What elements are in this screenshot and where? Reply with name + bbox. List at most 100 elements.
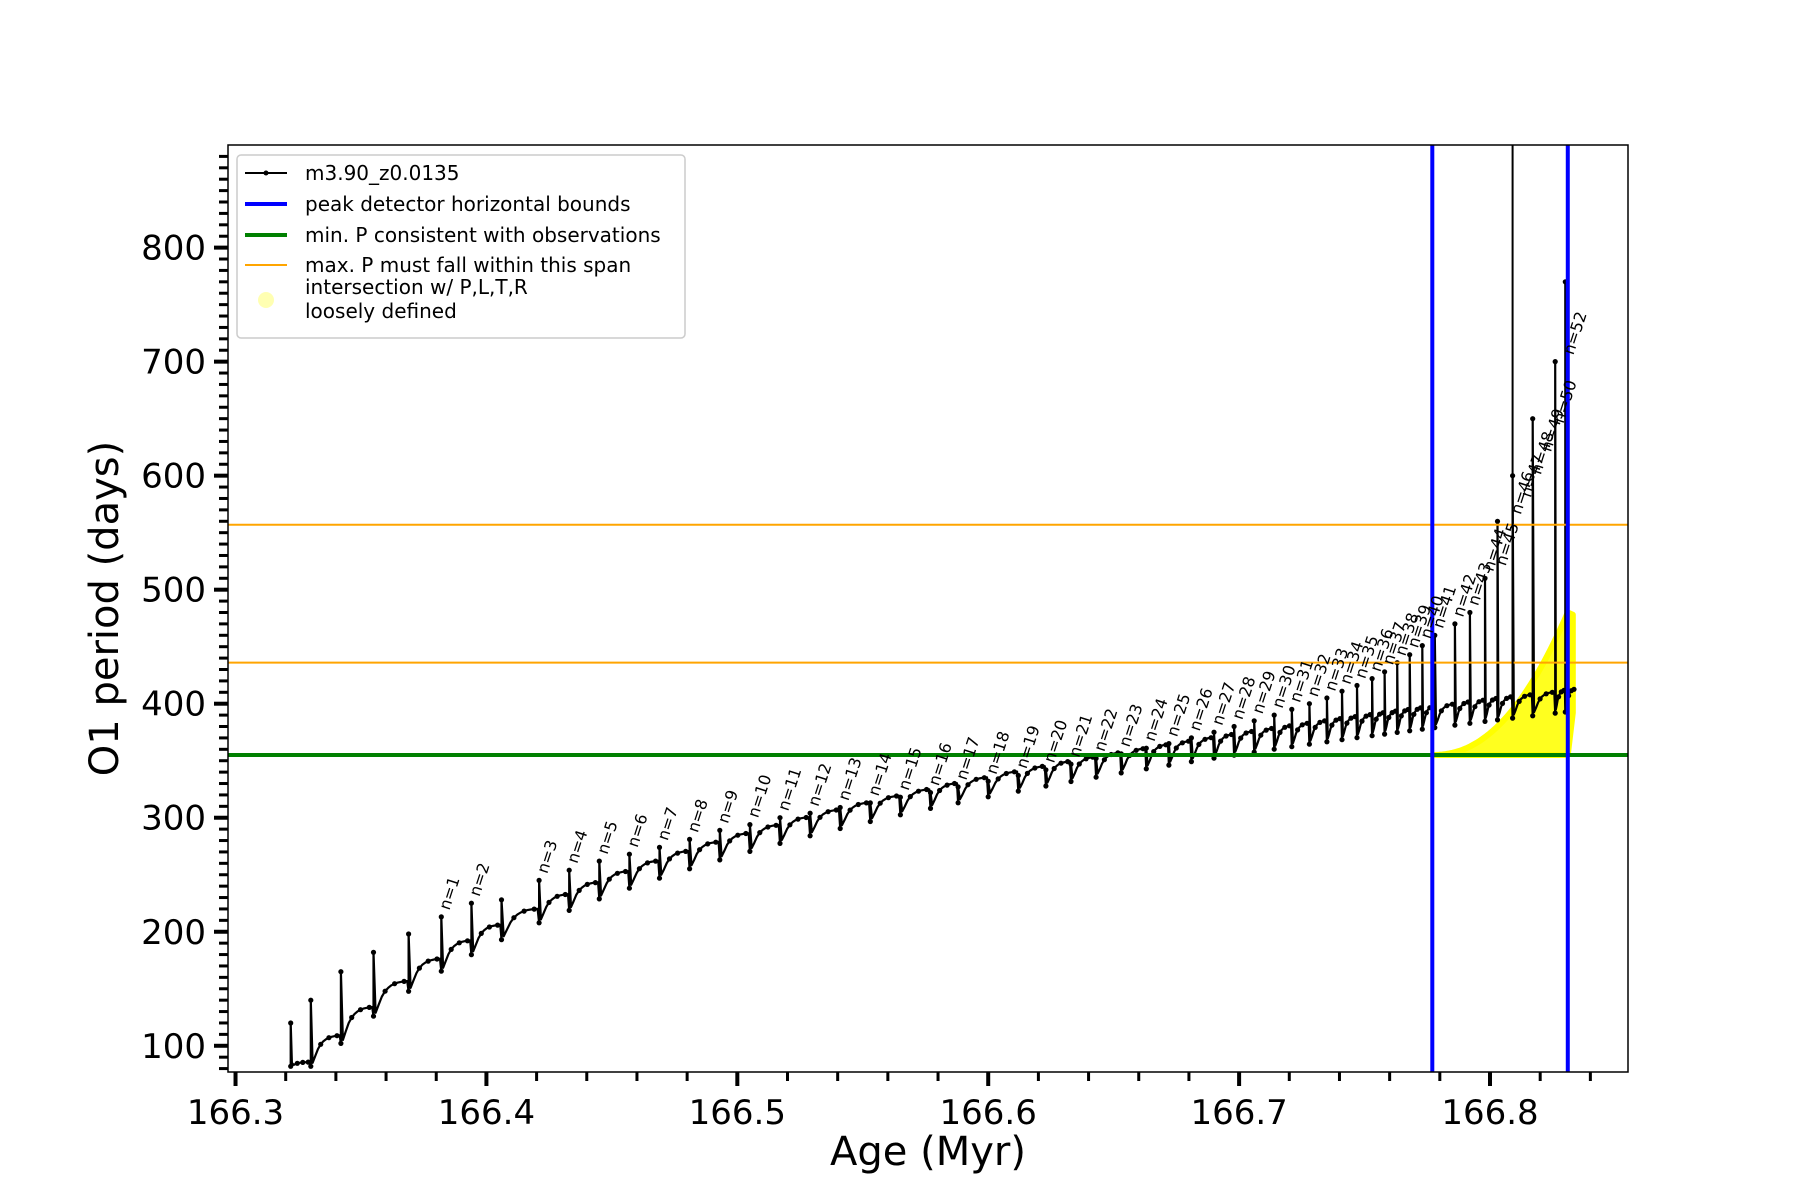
series-marker-115 xyxy=(995,776,1001,782)
series-marker-242 xyxy=(1480,697,1486,703)
series-marker-183 xyxy=(1289,706,1295,713)
series-marker-59 xyxy=(626,885,633,891)
series-marker-34 xyxy=(468,952,474,958)
series-marker-241 xyxy=(1476,699,1482,705)
series-marker-162 xyxy=(1228,731,1235,738)
series-marker-62 xyxy=(683,848,689,855)
series-marker-53 xyxy=(596,858,602,864)
series-marker-89 xyxy=(807,833,813,839)
series-marker-263 xyxy=(1530,416,1536,422)
series-marker-177 xyxy=(1286,723,1293,729)
series-marker-267 xyxy=(1561,687,1567,694)
series-marker-160 xyxy=(1218,738,1224,744)
series-marker-134 xyxy=(1068,778,1074,785)
x-tick-label-166.6: 166.6 xyxy=(940,1093,1037,1133)
series-marker-198 xyxy=(1339,688,1345,694)
axes-layer: 100 200 300 400 500 600 700 800 166.3 166.4 166.5 1… xyxy=(82,144,1629,1175)
reference-lines-layer xyxy=(228,145,1628,1072)
series-marker-35 xyxy=(511,915,517,921)
series-marker-71 xyxy=(735,832,741,838)
series-marker-18 xyxy=(370,949,377,955)
series-marker-192 xyxy=(1337,716,1343,722)
series-marker-208 xyxy=(1369,676,1375,682)
series-marker-106 xyxy=(944,782,950,788)
series-marker-229 xyxy=(1419,726,1425,732)
peak-label-11: n=11 xyxy=(774,765,806,813)
series-marker-11 xyxy=(357,1007,364,1013)
y-tick-label-600: 600 xyxy=(141,457,206,497)
series-marker-165 xyxy=(1238,735,1244,741)
series-marker-39 xyxy=(498,937,505,943)
series-marker-27 xyxy=(464,938,471,944)
series-marker-207 xyxy=(1380,710,1386,716)
series-marker-235 xyxy=(1457,705,1463,712)
series-marker-81 xyxy=(795,816,801,822)
series-marker-23 xyxy=(406,931,412,937)
series-marker-5 xyxy=(318,1041,324,1047)
peak-label-14: n=14 xyxy=(864,751,896,799)
y-tick-label-700: 700 xyxy=(141,343,206,383)
series-marker-26 xyxy=(456,940,462,946)
series-marker-188 xyxy=(1306,701,1312,707)
series-marker-220 xyxy=(1411,711,1417,717)
series-marker-243 xyxy=(1467,609,1473,616)
series-marker-113 xyxy=(955,784,961,790)
series-marker-204 xyxy=(1354,735,1360,741)
series-marker-181 xyxy=(1299,722,1305,728)
y-tick-label-800: 800 xyxy=(141,229,206,269)
series-marker-178 xyxy=(1271,712,1277,718)
series-marker-187 xyxy=(1322,718,1328,724)
series-marker-209 xyxy=(1369,733,1375,739)
series-marker-244 xyxy=(1467,720,1473,726)
series-marker-264 xyxy=(1530,713,1536,719)
series-marker-55 xyxy=(636,866,643,872)
series-marker-14 xyxy=(338,1040,344,1046)
series-marker-93 xyxy=(837,804,843,811)
series-marker-170 xyxy=(1258,732,1264,738)
intersection-fill-layer xyxy=(1429,609,1576,759)
series-marker-21 xyxy=(425,958,431,964)
series-marker-186 xyxy=(1317,719,1323,726)
series-marker-15 xyxy=(382,988,388,994)
series-marker-8 xyxy=(308,997,314,1003)
peak-label-10: n=10 xyxy=(744,772,776,820)
series-marker-24 xyxy=(406,988,412,994)
peak-label-22: n=22 xyxy=(1090,706,1122,754)
peak-label-51: n=52 xyxy=(1559,309,1591,357)
series-marker-46 xyxy=(584,881,590,888)
series-marker-4 xyxy=(288,1063,294,1069)
series-marker-90 xyxy=(847,807,853,813)
series-marker-257 xyxy=(1527,692,1533,698)
series-marker-105 xyxy=(937,787,943,794)
series-marker-189 xyxy=(1306,741,1312,747)
series-marker-224 xyxy=(1407,728,1413,734)
series-marker-101 xyxy=(915,788,922,794)
series-marker-249 xyxy=(1482,718,1488,725)
y-tick-label-200: 200 xyxy=(141,913,206,953)
series-marker-94 xyxy=(837,825,843,832)
series-marker-57 xyxy=(653,858,659,864)
legend-key-model-marker xyxy=(263,170,269,176)
series-marker-239 xyxy=(1452,722,1458,728)
series-marker-202 xyxy=(1367,712,1373,718)
plot-frame xyxy=(227,144,1629,1073)
x-tick-label-166.7: 166.7 xyxy=(1190,1093,1287,1133)
peak-label-4: n=4 xyxy=(563,827,591,865)
series-marker-99 xyxy=(867,818,873,825)
series-marker-38 xyxy=(498,897,505,903)
series-marker-88 xyxy=(807,810,813,816)
series-marker-92 xyxy=(863,800,870,806)
peak-label-2: n=2 xyxy=(465,860,493,898)
series-marker-84 xyxy=(777,840,783,847)
x-tick-label-166.4: 166.4 xyxy=(438,1093,535,1133)
series-marker-112 xyxy=(981,775,987,781)
series-marker-31 xyxy=(486,924,492,930)
series-marker-255 xyxy=(1516,698,1522,705)
y-tick-label-400: 400 xyxy=(141,685,206,725)
series-marker-32 xyxy=(495,922,501,928)
legend-label-5-line2: loosely defined xyxy=(305,299,457,323)
series-marker-223 xyxy=(1407,652,1413,658)
series-marker-261 xyxy=(1543,691,1549,697)
series-marker-95 xyxy=(877,800,883,806)
